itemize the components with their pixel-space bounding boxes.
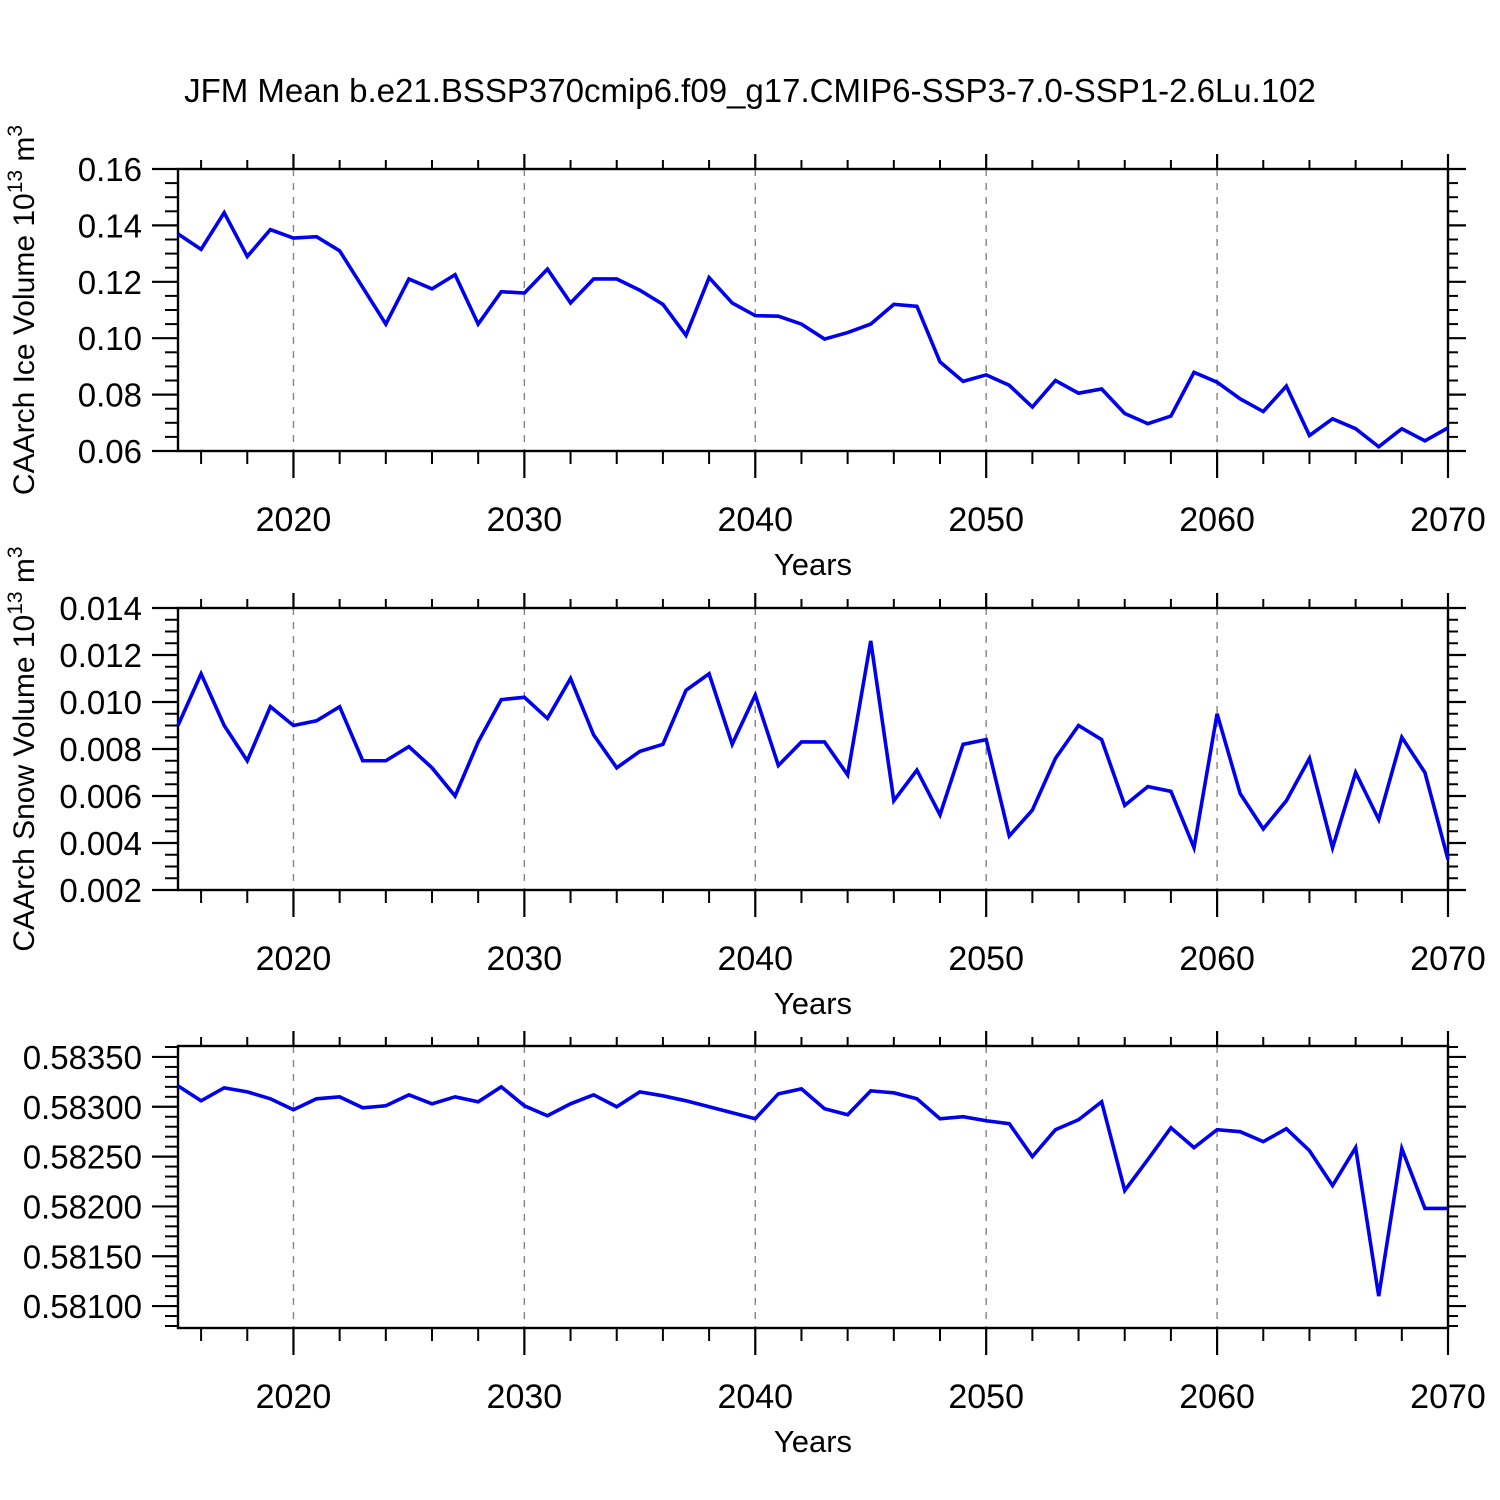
panel-1-xtick-label: 2070 xyxy=(1410,501,1486,539)
panel-2-ytick-label: 0.004 xyxy=(59,825,142,862)
panel-2: 0.014 0.012 0.010 0.008 0.006 0.004 0.002 2020 2… xyxy=(4,546,1486,1021)
panel-2-ylabel: CAArch Snow Volume 1013​ m3​ xyxy=(4,546,41,951)
panel-2-xtick-label: 2040 xyxy=(717,940,793,978)
panel-3-ytick-label: 0.58300 xyxy=(23,1089,142,1126)
panel-3-xlabel-years: Years xyxy=(774,1424,852,1459)
panel-3-xtick-label: 2030 xyxy=(487,1378,563,1416)
panel-3: 0.58350 0.58300 0.58250 0.58200 0.58150 0.581… xyxy=(23,1031,1486,1459)
panel-1-ytick-label: 0.10 xyxy=(78,320,142,357)
panel-1-xtick-label: 2040 xyxy=(717,501,793,539)
panel-2-ytick-label: 0.010 xyxy=(59,684,142,721)
panel-1-xtick-label: 2050 xyxy=(948,501,1024,539)
panel-1-ytick-label: 0.08 xyxy=(78,377,142,414)
panel-1-series-line xyxy=(176,209,1449,450)
panel-2-xtick-label: 2030 xyxy=(487,940,563,978)
panel-3-ytick-label: 0.58150 xyxy=(23,1238,142,1275)
chart-title: JFM Mean b.e21.BSSP370cmip6.f09_g17.CMIP… xyxy=(184,72,1316,109)
panel-1-xlabel-years: Years xyxy=(774,547,852,582)
panel-3-frame xyxy=(176,1044,1450,1330)
panel-2-frame xyxy=(176,606,1450,892)
panel-2-xtick-label: 2070 xyxy=(1410,940,1486,978)
panel-2-ytick-label: 0.012 xyxy=(59,637,142,674)
panel-3-ytick-label: 0.58250 xyxy=(23,1139,142,1176)
panel-2-ytick-label: 0.002 xyxy=(59,872,142,909)
panel-3-xtick-label: 2060 xyxy=(1179,1378,1255,1416)
panel-3-ytick-label: 0.58100 xyxy=(23,1288,142,1325)
panel-2-ytick-label: 0.008 xyxy=(59,731,142,768)
panel-3-series-line xyxy=(177,1084,1448,1297)
panel-1-ylabel: CAArch Ice Volume 1013​ m3​ xyxy=(4,125,41,495)
panel-1: 0.16 0.14 0.12 0.10 0.08 0.06 2020 2030 2040 2050… xyxy=(4,125,1486,582)
panel-2-ytick-label: 0.006 xyxy=(59,778,142,815)
panel-3-xtick-label: 2040 xyxy=(717,1378,793,1416)
panel-3-ytick-label: 0.58200 xyxy=(23,1188,142,1225)
panel-1-xtick-label: 2060 xyxy=(1179,501,1255,539)
panel-1-ytick-label: 0.14 xyxy=(78,207,142,244)
panel-2-xlabel-years: Years xyxy=(774,986,852,1021)
panel-1-frame xyxy=(176,167,1450,453)
panel-1-ytick-label: 0.06 xyxy=(78,433,142,470)
panel-2-series-line xyxy=(176,640,1450,860)
panel-3-xtick-label: 2020 xyxy=(256,1378,332,1416)
panel-2-xtick-label: 2050 xyxy=(948,940,1024,978)
panel-1-xtick-label: 2030 xyxy=(487,501,563,539)
panel-3-ytick-label: 0.58350 xyxy=(23,1039,142,1076)
panel-2-xtick-label: 2020 xyxy=(256,940,332,978)
panel-2-ytick-label: 0.014 xyxy=(59,590,142,627)
panel-1-ytick-label: 0.16 xyxy=(78,151,142,188)
panel-3-xtick-label: 2050 xyxy=(948,1378,1024,1416)
panel-2-xtick-label: 2060 xyxy=(1179,940,1255,978)
panel-1-xtick-label: 2020 xyxy=(256,501,332,539)
panel-3-xtick-label: 2070 xyxy=(1410,1378,1486,1416)
panel-1-ytick-label: 0.12 xyxy=(78,264,142,301)
